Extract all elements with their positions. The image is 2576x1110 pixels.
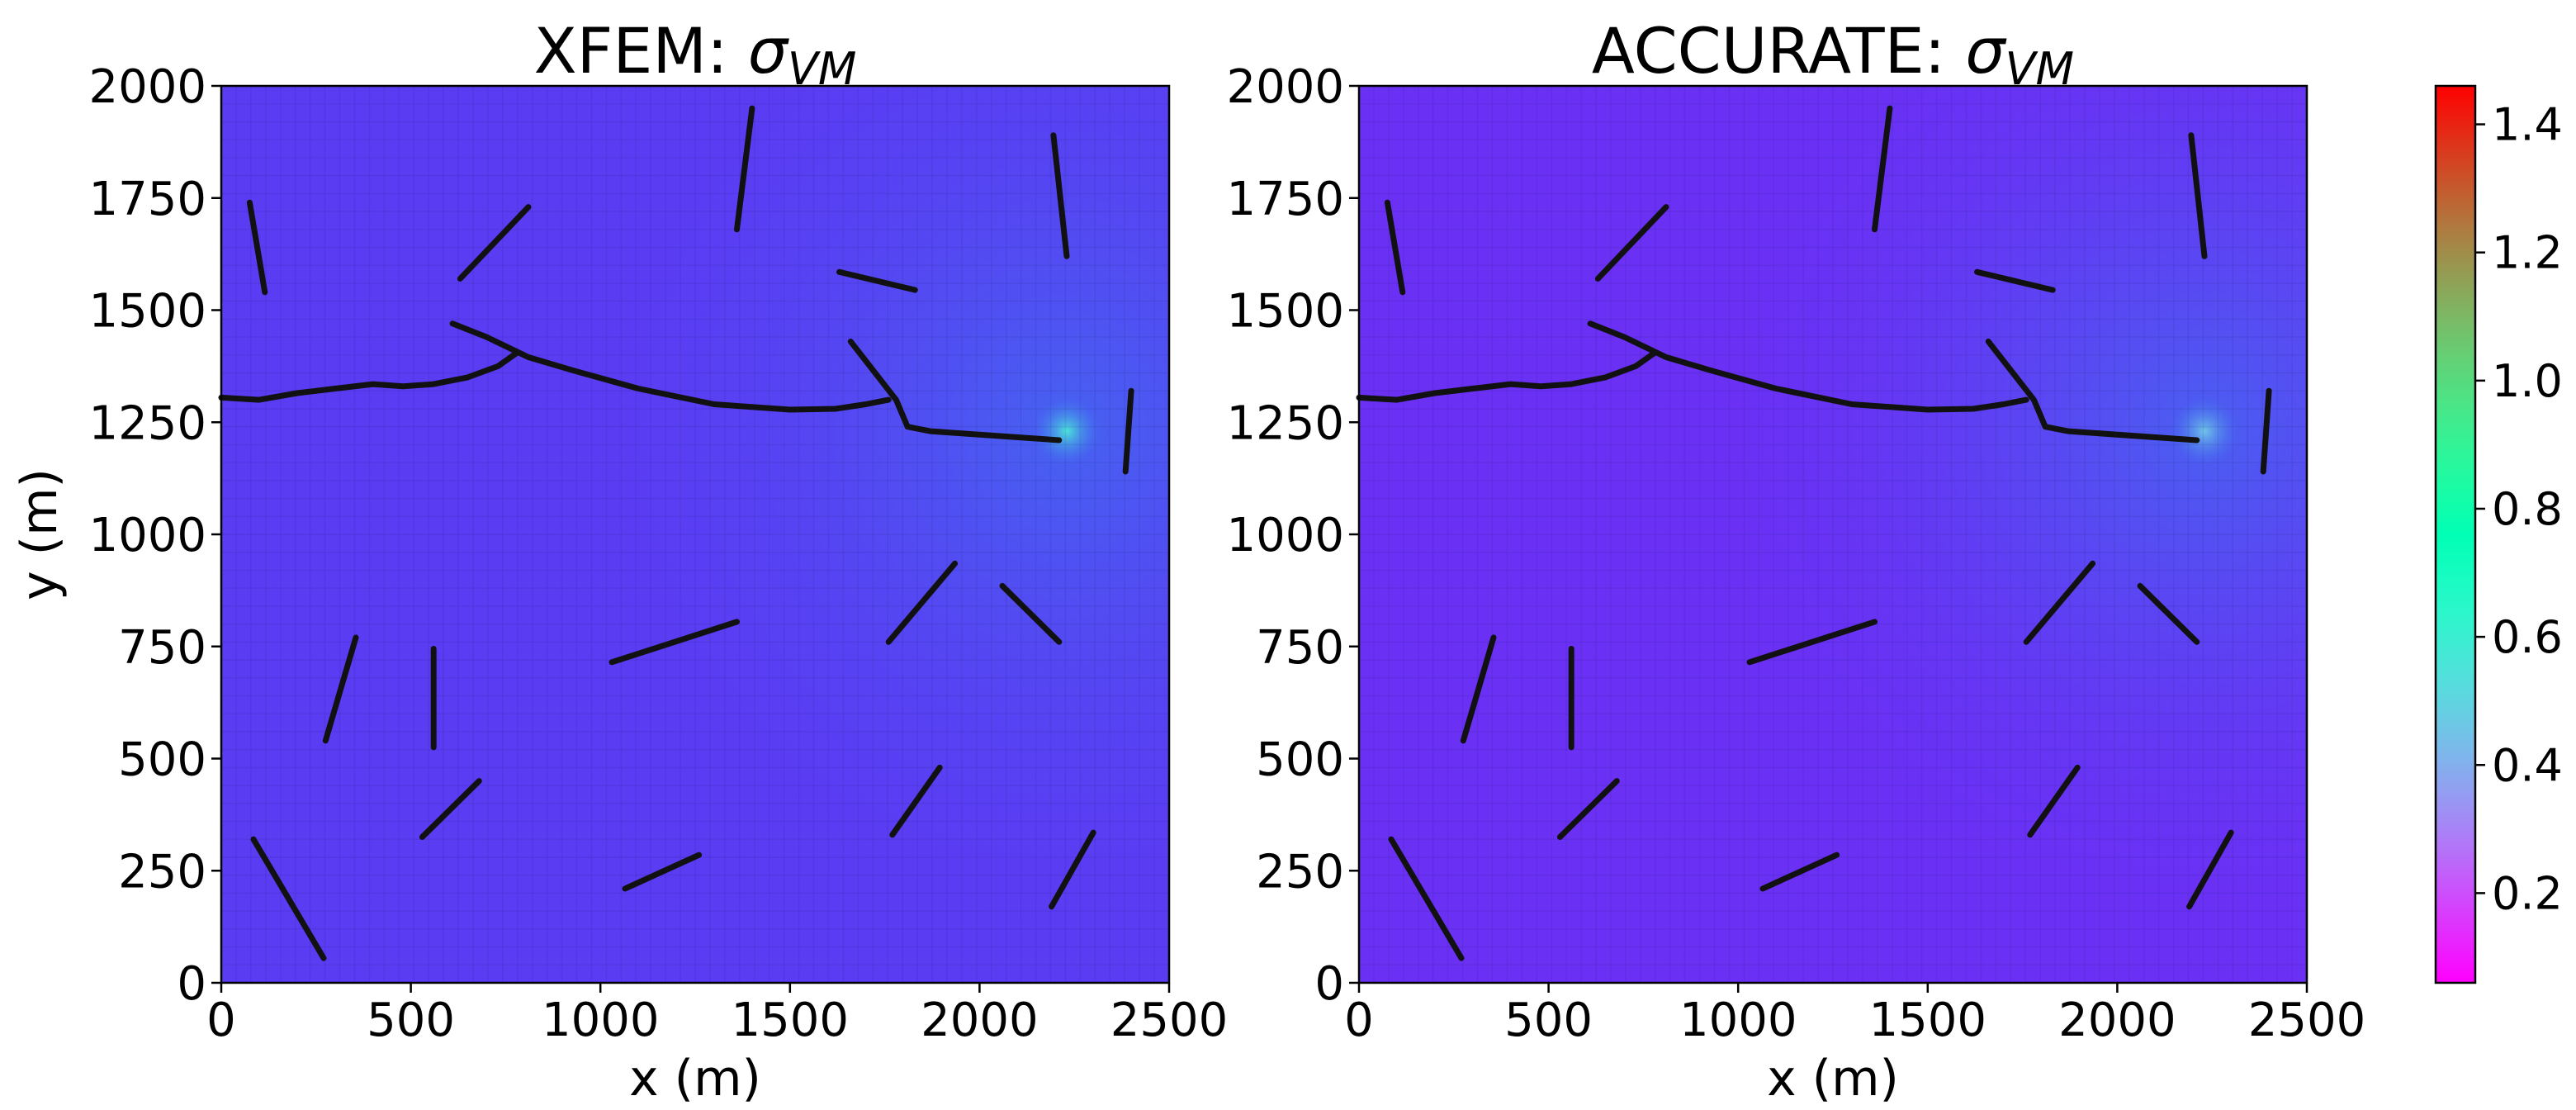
y-tick-label: 1750 (88, 173, 206, 226)
x-tick-label: 500 (367, 994, 455, 1047)
fracture-line (1356, 349, 1658, 403)
fractures (218, 105, 1134, 961)
x-tick-label: 1500 (1869, 994, 1987, 1047)
panel-2: 0 500 1000 1500 2000 2500 0 250 500 750 1000 1250 15… (1226, 14, 2365, 1108)
stress-gradient (1359, 86, 2307, 983)
colorbar-tick-label: 1.0 (2492, 355, 2563, 407)
y-tick-label: 1250 (1226, 396, 1344, 450)
y-tick-label: 250 (1256, 845, 1344, 899)
fracture-line (2023, 560, 2096, 645)
x-tick-label: 500 (1504, 994, 1593, 1047)
stress-gradient (221, 86, 1169, 983)
plot-title: ACCURATE: σVM (1592, 14, 2074, 95)
y-tick-label: 0 (1314, 957, 1344, 1011)
fracture-line (1594, 204, 1669, 282)
y-tick-label: 250 (118, 845, 206, 899)
fracture-line (218, 349, 520, 403)
y-tick-label: 1250 (88, 396, 206, 450)
x-tick-label: 0 (1344, 994, 1374, 1047)
panel-1: 0 500 1000 1500 2000 2500 0 250 500 750 1000 1250 15… (11, 14, 1228, 1108)
fracture-line (1460, 634, 1497, 744)
x-tick-label: 2500 (1110, 994, 1229, 1047)
fracture-line (2188, 132, 2208, 259)
fracture-line (1122, 387, 1134, 475)
fracture-line (1587, 320, 2029, 413)
y-axis: 0 250 500 750 1000 1250 1500 1750 2000 (1226, 60, 1359, 1011)
y-tick-label: 750 (118, 621, 206, 675)
stress-hotspot (2170, 396, 2240, 467)
colorbar-tick-label: 0.8 (2492, 483, 2563, 535)
colorbar-tick-label: 0.2 (2492, 867, 2563, 919)
fracture-line (1974, 268, 2056, 293)
plot-title: XFEM: σVM (534, 14, 857, 95)
x-axis-label: x (m) (629, 1050, 761, 1108)
fracture-line (322, 634, 359, 744)
fracture-line (2027, 764, 2081, 838)
x-axis: 0 500 1000 1500 2000 2500 (1344, 983, 2365, 1047)
fracture-line (2137, 582, 2200, 645)
fracture-line (1050, 132, 1070, 259)
x-tick-label: 1000 (1679, 994, 1797, 1047)
fracture-line (457, 204, 532, 282)
fracture-line (1872, 105, 1893, 233)
fracture-line (1985, 339, 2200, 444)
x-tick-label: 0 (206, 994, 236, 1047)
y-tick-label: 1500 (1226, 285, 1344, 339)
fracture-line (1388, 836, 1465, 961)
x-axis-label: x (m) (1767, 1050, 1899, 1108)
fractures (1356, 105, 2272, 961)
colorbar-tick-label: 0.4 (2492, 739, 2563, 791)
x-tick-label: 2500 (2248, 994, 2366, 1047)
x-tick-label: 1000 (542, 994, 660, 1047)
y-tick-label: 750 (1256, 621, 1344, 675)
colorbar-tick-label: 1.4 (2492, 99, 2563, 151)
fracture-line (246, 199, 268, 296)
fracture-line (2186, 829, 2234, 910)
y-tick-label: 1750 (1226, 173, 1344, 226)
y-tick-label: 500 (1256, 733, 1344, 787)
y-tick-label: 1000 (88, 509, 206, 562)
fracture-line (885, 560, 959, 645)
colorbar-ramp (2434, 84, 2477, 984)
y-axis: 0 250 500 750 1000 1250 1500 1750 2000 (88, 60, 221, 1011)
x-tick-label: 2000 (2058, 994, 2176, 1047)
colorbar-tick-label: 0.6 (2492, 611, 2563, 663)
colorbar: 0.2 0.4 0.6 0.8 1.0 1.2 1.4 (2434, 84, 2563, 984)
fracture-line (1746, 619, 1878, 666)
y-tick-label: 500 (118, 733, 206, 787)
x-tick-label: 2000 (921, 994, 1039, 1047)
fracture-line (836, 268, 918, 293)
fracture-line (1384, 199, 1406, 296)
y-tick-label: 2000 (88, 60, 206, 114)
fracture-line (250, 836, 327, 961)
y-tick-label: 1000 (1226, 509, 1344, 562)
x-tick-label: 1500 (732, 994, 850, 1047)
fracture-line (999, 582, 1063, 645)
y-tick-label: 2000 (1226, 60, 1344, 114)
fracture-line (1759, 851, 1840, 892)
fracture-line (1049, 829, 1096, 910)
fracture-line (889, 764, 943, 838)
x-axis: 0 500 1000 1500 2000 2500 (206, 983, 1228, 1047)
fracture-line (1556, 778, 1620, 840)
y-tick-label: 0 (177, 957, 206, 1011)
y-axis-label: y (m) (11, 468, 69, 600)
colorbar-tick-label: 1.2 (2492, 227, 2563, 279)
fracture-line (419, 778, 482, 840)
fracture-line (622, 851, 703, 892)
y-tick-label: 1500 (88, 285, 206, 339)
fracture-line (847, 339, 1063, 444)
fracture-line (449, 320, 892, 413)
fracture-line (734, 105, 755, 233)
mesh-grid (221, 86, 1169, 983)
fracture-line (608, 619, 740, 666)
stress-hotspot (1032, 396, 1102, 467)
fracture-line (2260, 387, 2272, 475)
